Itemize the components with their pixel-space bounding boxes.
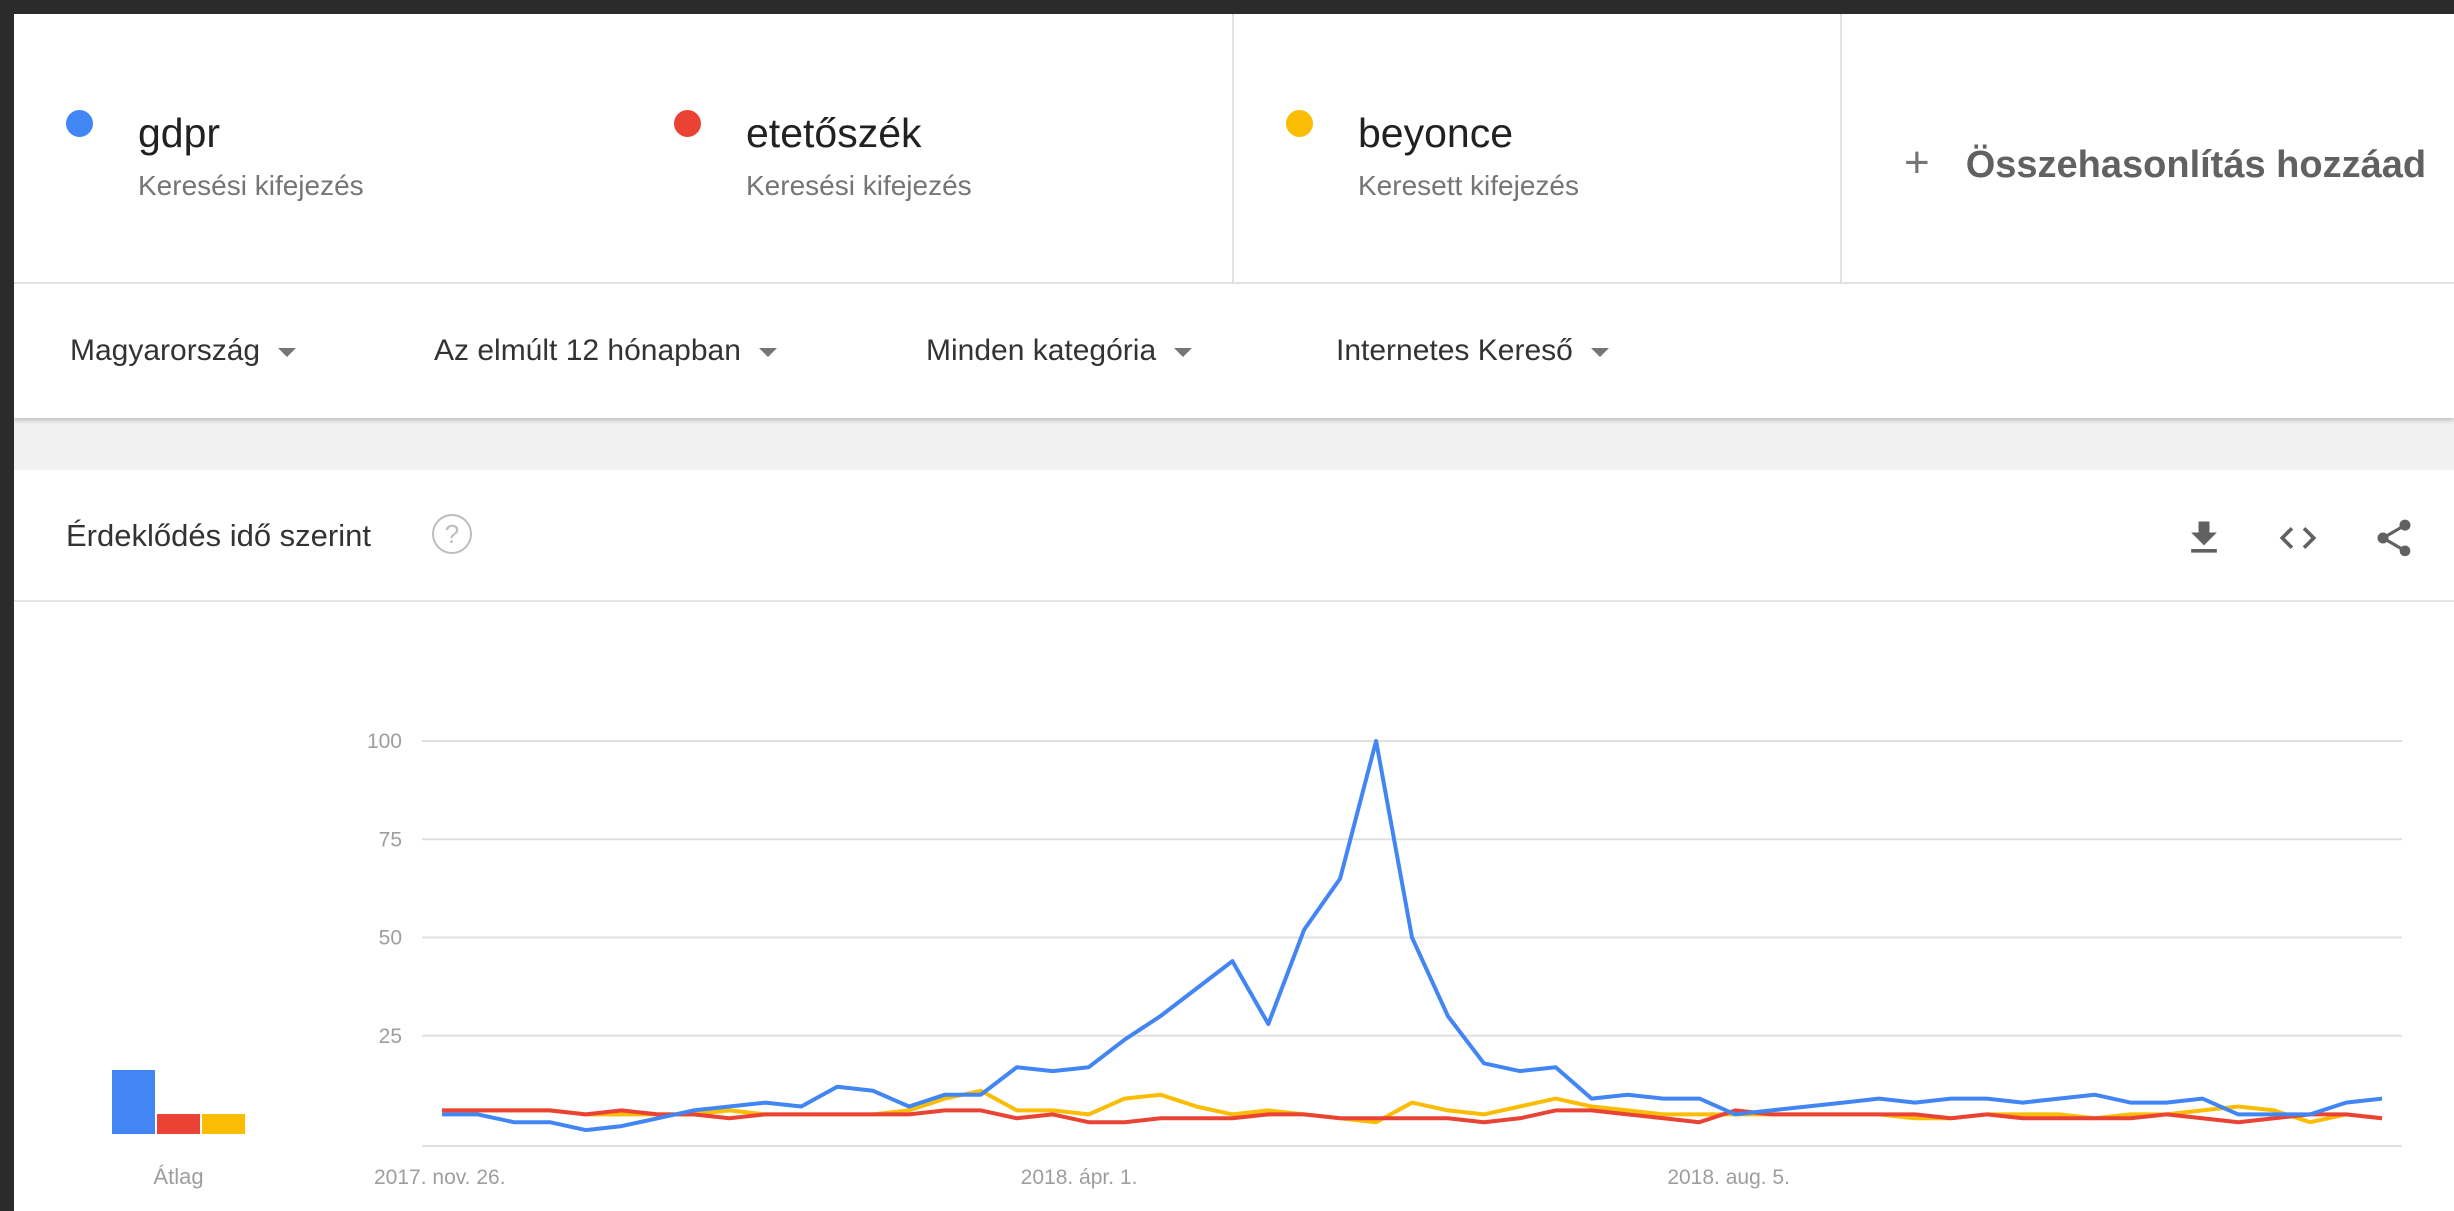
y-tick-label: 75 [379,828,402,851]
term-type: Keresett kifejezés [1358,170,1579,201]
term-type: Keresési kifejezés [746,170,972,201]
caret-down-icon [1174,347,1193,357]
compare-terms-row: gdpr Keresési kifejezés etetőszék Keresé… [14,14,2454,284]
caret-down-icon [758,347,777,357]
series-line-gdpr[interactable] [442,739,2383,1133]
term-card-etetoszek[interactable]: etetőszék Keresési kifejezés [622,14,1230,282]
term-type: Keresési kifejezés [138,170,364,201]
average-label: Átlag [153,1164,203,1189]
filter-bar: Magyarország Az elmúlt 12 hónapban Minde… [14,284,2454,418]
add-comparison-button[interactable]: + Összehasonlítás hozzáad [1904,138,2426,188]
term-name: gdpr [138,110,221,156]
term-card-gdpr[interactable]: gdpr Keresési kifejezés [14,14,622,282]
y-tick-label: 100 [367,730,402,753]
help-icon[interactable]: ? [432,514,472,554]
average-bar-beyonce [202,1114,245,1134]
y-tick-label: 50 [379,927,402,950]
caret-down-icon [278,347,297,357]
interest-line-chart[interactable]: 25 50 75 100 2017. nov. 26. 2018. ápr. 1. 2018… [14,470,2454,1211]
source-dropdown[interactable]: Internetes Kereső [1336,334,1609,368]
term-divider [1840,14,1842,282]
series-color-dot [674,110,701,137]
source-value: Internetes Kereső [1336,334,1573,367]
share-icon[interactable] [2372,516,2416,560]
period-dropdown[interactable]: Az elmúlt 12 hónapban [434,334,777,368]
x-tick-label: 2017. nov. 26. [374,1166,506,1189]
add-comparison-label: Összehasonlítás hozzáad [1965,144,2427,186]
plus-icon: + [1904,138,1930,187]
period-value: Az elmúlt 12 hónapban [434,334,741,367]
x-tick-label: 2018. aug. 5. [1667,1166,1790,1189]
series-color-dot [1286,110,1313,137]
y-tick-label: 25 [379,1025,402,1048]
category-dropdown[interactable]: Minden kategória [926,334,1193,368]
series-color-dot [66,110,93,137]
category-value: Minden kategória [926,334,1157,367]
term-card-beyonce[interactable]: beyonce Keresett kifejezés [1234,14,1842,282]
x-tick-label: 2018. ápr. 1. [1021,1166,1138,1189]
term-divider [1232,14,1234,282]
card-header: Érdeklődés idő szerint ? [14,470,2454,602]
embed-icon[interactable] [2276,516,2320,560]
region-value: Magyarország [70,334,261,367]
download-icon[interactable] [2182,516,2226,560]
interest-over-time-card: Érdeklődés idő szerint ? 25 50 75 100 2017. … [14,470,2454,1211]
series-line-etetőszék[interactable] [442,1108,2383,1125]
average-bar-gdpr [112,1070,155,1134]
average-bar-etetőszék [157,1114,200,1134]
card-title: Érdeklődés idő szerint [66,518,371,553]
term-name: etetőszék [746,110,922,156]
term-name: beyonce [1358,110,1514,156]
region-dropdown[interactable]: Magyarország [70,334,297,368]
trends-frame: gdpr Keresési kifejezés etetőszék Keresé… [14,14,2454,1211]
caret-down-icon [1590,347,1609,357]
